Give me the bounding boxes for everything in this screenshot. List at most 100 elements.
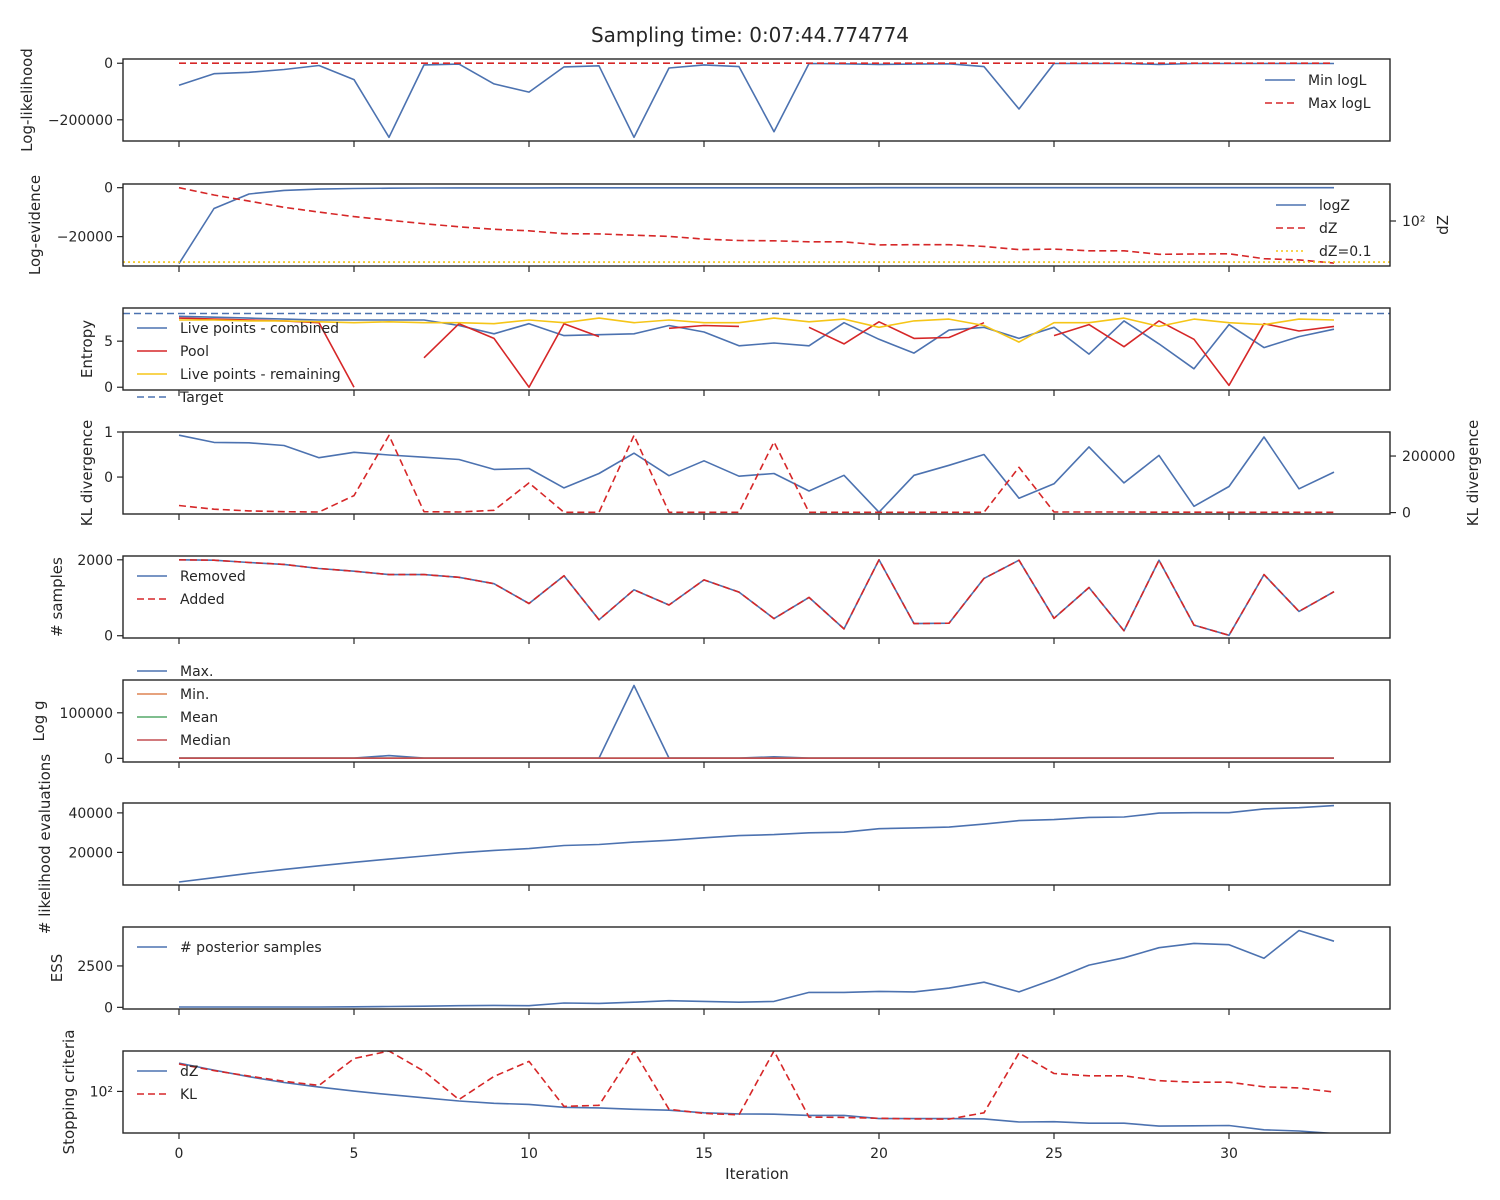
legend-label: # posterior samples xyxy=(180,940,322,956)
series-line-1 xyxy=(178,434,1335,513)
series-line-2 xyxy=(178,559,1335,637)
x-tick-label: 15 xyxy=(695,1146,713,1162)
y-tick-label: 1 xyxy=(104,425,113,441)
series-group xyxy=(178,804,1335,883)
axes-frame xyxy=(122,926,1391,1010)
series-group xyxy=(179,684,1334,759)
y-tick-label: 10² xyxy=(90,1084,113,1100)
legend-label: Max logL xyxy=(1308,96,1371,112)
legend: # posterior samples xyxy=(137,940,322,956)
y-axis-label: Log g xyxy=(30,700,48,741)
x-tick-label: 30 xyxy=(1220,1146,1238,1162)
panel-9: 10² Stopping criteria dZ KL 0 5 10 15 20 25 30 xyxy=(60,1030,1391,1162)
series-line-2 xyxy=(178,317,1335,388)
axes-frame xyxy=(122,431,1391,515)
legend: Live points - combined Pool Live points - … xyxy=(137,321,341,406)
series-group xyxy=(123,312,1390,388)
legend-label: Live points - remaining xyxy=(180,367,341,383)
y2-tick-label: 200000 xyxy=(1402,449,1455,465)
series-line-1 xyxy=(179,929,1335,1008)
y-axis-label: Entropy xyxy=(78,320,96,378)
legend-label: Added xyxy=(180,592,225,608)
y2-tick-label: 0 xyxy=(1402,506,1411,522)
y2-axis-label: KL divergence xyxy=(1464,420,1482,526)
axes-frame xyxy=(122,183,1391,267)
panel-7: 40000 20000 # likelihood evaluations xyxy=(36,754,1391,934)
axes-frame xyxy=(122,307,1391,391)
legend-label: Target xyxy=(179,390,224,406)
axes-frame xyxy=(122,679,1391,763)
legend: Max. Min. Mean Median xyxy=(137,664,231,749)
legend-label: KL xyxy=(180,1087,197,1103)
y-tick-label: 5 xyxy=(104,334,113,350)
y-tick-label: 0 xyxy=(104,380,113,396)
legend-label: Min. xyxy=(180,687,209,703)
y-tick-label: −20000 xyxy=(57,230,113,246)
figure-title: Sampling time: 0:07:44.774774 xyxy=(591,23,909,47)
y2-tick-label: 10² xyxy=(1402,214,1425,230)
y-tick-label: 20000 xyxy=(68,845,113,861)
axes-frame xyxy=(122,58,1391,142)
y-axis-label: Log-likelihood xyxy=(18,48,36,152)
legend: dZ KL xyxy=(137,1064,198,1103)
legend-label: dZ xyxy=(180,1064,198,1080)
legend-label: dZ=0.1 xyxy=(1319,244,1371,260)
panel-1: 0 −200000 Log-likelihood Min logL Max logL xyxy=(18,48,1391,152)
series-line-1 xyxy=(179,684,1334,759)
y2-axis-label: dZ xyxy=(1434,215,1452,235)
y-tick-label: 100000 xyxy=(60,706,113,722)
axes-frame xyxy=(122,1050,1391,1134)
panel-5: 2000 0 # samples Removed Added xyxy=(48,553,1391,645)
legend-label: logZ xyxy=(1319,198,1350,214)
y-axis-label: ESS xyxy=(48,954,66,983)
y-tick-label: 2500 xyxy=(77,959,113,975)
series-group xyxy=(178,434,1335,514)
series-line-1 xyxy=(178,1062,1335,1133)
series-line-1 xyxy=(178,62,1334,139)
series-group xyxy=(123,186,1390,265)
series-line-1 xyxy=(178,315,1335,370)
series-line-2 xyxy=(178,1051,1335,1120)
x-tick-label: 0 xyxy=(175,1146,184,1162)
legend-label: Mean xyxy=(180,710,218,726)
legend-label: Max. xyxy=(180,664,213,680)
legend: Removed Added xyxy=(137,569,246,608)
legend-label: Min logL xyxy=(1308,73,1367,89)
panel-4: 1 0 200000 0 KL divergence KL divergence xyxy=(78,420,1482,526)
series-group xyxy=(178,62,1334,139)
panel-8: 2500 0 ESS # posterior samples xyxy=(48,926,1391,1016)
y-tick-label: 40000 xyxy=(68,806,113,822)
y-axis-label: KL divergence xyxy=(78,420,96,526)
y-axis-label: Log-evidence xyxy=(26,175,44,275)
x-tick-label: 20 xyxy=(870,1146,888,1162)
series-line-1 xyxy=(178,559,1335,637)
legend-label: Removed xyxy=(180,569,246,585)
x-tick-label: 10 xyxy=(520,1146,538,1162)
panel-2: 0 −20000 10² Log-evidence dZ logZ dZ dZ=0.1 xyxy=(26,175,1452,275)
axes-frame xyxy=(122,555,1391,639)
y-axis-label: # likelihood evaluations xyxy=(36,754,54,934)
y-axis-label: Stopping criteria xyxy=(60,1030,78,1155)
series-line-1 xyxy=(178,186,1334,265)
x-tick-label: 5 xyxy=(350,1146,359,1162)
legend-label: Live points - combined xyxy=(180,321,339,337)
legend: logZ dZ dZ=0.1 xyxy=(1276,198,1371,260)
legend-label: dZ xyxy=(1319,221,1337,237)
x-tick-label: 25 xyxy=(1045,1146,1063,1162)
y-tick-label: 0 xyxy=(104,629,113,645)
axes-frame xyxy=(122,802,1391,886)
x-axis-label: Iteration xyxy=(725,1165,789,1183)
legend: Min logL Max logL xyxy=(1265,73,1371,112)
y-axis-label: # samples xyxy=(48,557,66,637)
series-line-1 xyxy=(178,804,1335,883)
panel-6: 100000 0 Log g Max. Min. Mean Median xyxy=(30,664,1391,768)
y-tick-label: 0 xyxy=(104,56,113,72)
y-tick-label: 0 xyxy=(104,470,113,486)
series-group xyxy=(178,1051,1335,1133)
y-tick-label: −200000 xyxy=(48,113,113,129)
series-line-3 xyxy=(179,317,1335,343)
legend-label: Pool xyxy=(180,344,209,360)
